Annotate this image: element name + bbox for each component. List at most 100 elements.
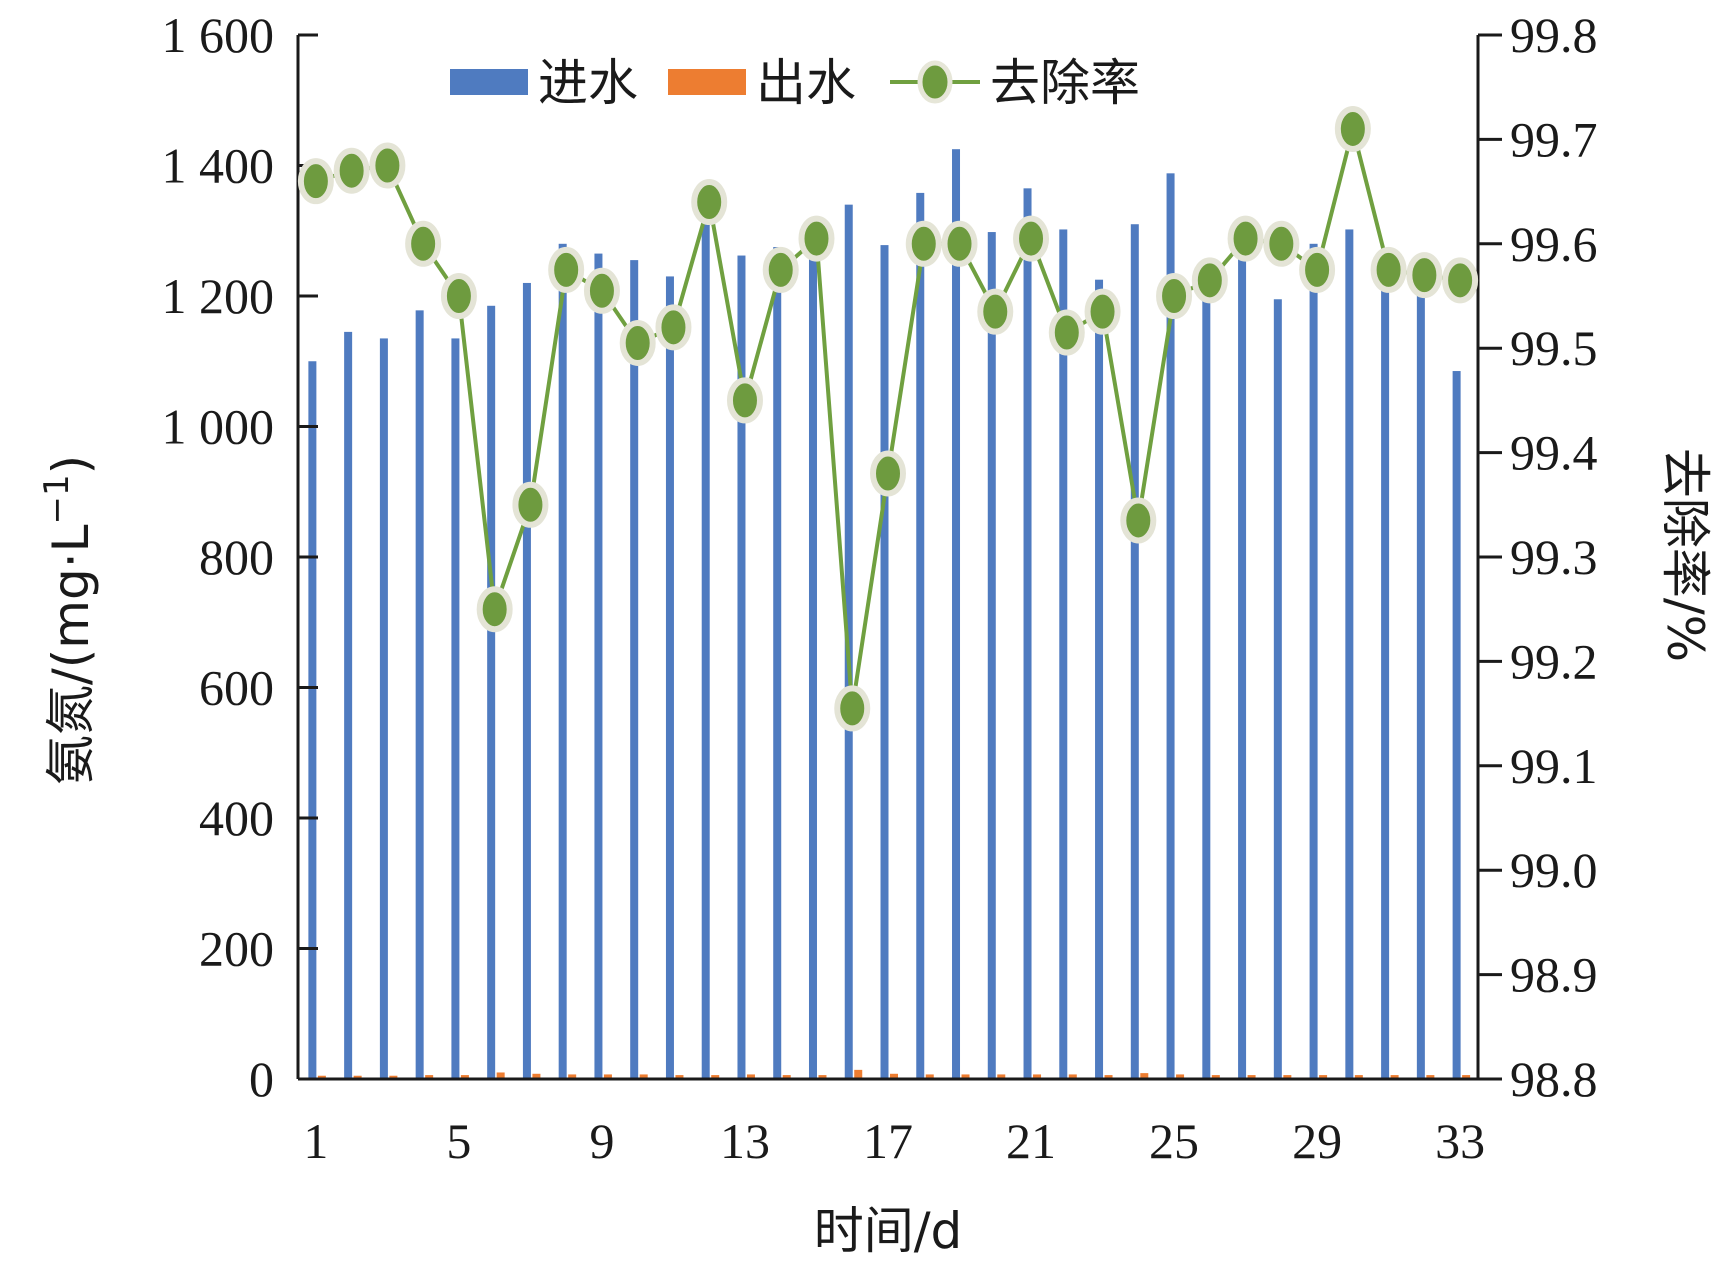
left-axis-title: 氨氮/(mg·L−1) — [37, 455, 100, 785]
x-tick-label: 25 — [1149, 1113, 1199, 1169]
bar-influent-28 — [1273, 299, 1282, 1079]
right-tick-label: 99.2 — [1510, 633, 1598, 689]
x-tick-label: 13 — [720, 1113, 770, 1169]
bar-effluent-31 — [1390, 1075, 1399, 1079]
legend-label-removal: 去除率 — [990, 54, 1140, 112]
left-tick-label: 0 — [249, 1051, 274, 1107]
bar-effluent-8 — [568, 1074, 577, 1079]
x-tick-label: 29 — [1292, 1113, 1342, 1169]
bar-influent-19 — [952, 149, 961, 1079]
right-tick-label: 99.3 — [1510, 529, 1598, 585]
removal-rate-point-10 — [619, 319, 656, 366]
removal-rate-point-8 — [548, 246, 585, 293]
removal-rate-point-30 — [1334, 105, 1371, 152]
right-tick-label: 99.0 — [1510, 842, 1598, 898]
x-tick-label: 21 — [1006, 1113, 1056, 1169]
left-axis-ticks: 0 200 400 600 800 1 000 1 200 1 400 1 600 — [162, 7, 318, 1107]
x-tick-label: 17 — [863, 1113, 913, 1169]
x-axis-ticks: 1 5 9 13 17 21 25 29 33 — [303, 1113, 1485, 1169]
removal-rate-point-9 — [583, 267, 620, 314]
right-tick-label: 98.9 — [1510, 947, 1598, 1003]
legend-label-effluent: 出水 — [756, 54, 856, 112]
legend-marker-removal — [917, 60, 953, 104]
bar-influent-8 — [558, 243, 567, 1080]
bar-effluent-15 — [818, 1075, 827, 1079]
bar-influent-27 — [1238, 251, 1247, 1079]
bar-effluent-17 — [890, 1073, 898, 1079]
left-axis-title-main: 氨氮/(mg·L — [42, 524, 100, 785]
bar-influent-32 — [1416, 269, 1425, 1079]
removal-rate-point-5 — [440, 273, 477, 319]
bar-influent-31 — [1381, 253, 1390, 1079]
bar-effluent-23 — [1104, 1075, 1113, 1079]
removal-rate-point-19 — [941, 220, 978, 267]
bar-influent-23 — [1095, 279, 1104, 1079]
left-tick-label: 800 — [199, 529, 274, 585]
bar-effluent-13 — [746, 1074, 755, 1079]
bar-effluent-18 — [925, 1074, 934, 1079]
bar-influent-2 — [344, 331, 353, 1079]
bar-influent-14 — [773, 247, 782, 1079]
bar-effluent-26 — [1211, 1075, 1220, 1079]
legend: 进水 出水 去除率 — [450, 54, 1140, 112]
removal-rate-point-1 — [297, 158, 334, 205]
left-tick-label: 400 — [199, 790, 274, 846]
right-tick-label: 99.4 — [1510, 425, 1598, 481]
bar-influent-33 — [1452, 371, 1461, 1080]
removal-rate-point-2 — [333, 147, 370, 194]
removal-rate-point-20 — [977, 288, 1014, 335]
bar-influent-10 — [630, 260, 639, 1079]
x-tick-label: 33 — [1435, 1113, 1485, 1169]
right-tick-label: 99.8 — [1510, 7, 1598, 63]
left-tick-label: 1 600 — [162, 7, 275, 63]
bar-effluent-16 — [854, 1069, 863, 1079]
bar-effluent-22 — [1068, 1074, 1077, 1079]
bar-effluent-32 — [1426, 1075, 1435, 1079]
bar-effluent-28 — [1283, 1075, 1292, 1079]
bar-effluent-27 — [1247, 1075, 1256, 1079]
bar-influent-12 — [701, 224, 710, 1080]
bar-influent-7 — [522, 282, 531, 1079]
bar-influent-30 — [1345, 229, 1354, 1079]
bar-influent-20 — [987, 232, 996, 1079]
bar-effluent-14 — [782, 1075, 791, 1079]
left-tick-label: 1 400 — [162, 138, 275, 194]
removal-rate-point-12 — [691, 179, 728, 226]
x-tick-label: 5 — [446, 1113, 471, 1169]
removal-rate-point-31 — [1370, 246, 1407, 293]
removal-rate-point-26 — [1191, 257, 1228, 304]
removal-rate-point-3 — [369, 142, 406, 189]
bar-influent-21 — [1023, 188, 1032, 1079]
legend-swatch-influent — [450, 69, 528, 95]
right-tick-label: 99.7 — [1510, 111, 1598, 167]
bar-influent-26 — [1202, 263, 1211, 1079]
bar-effluent-11 — [675, 1075, 684, 1079]
bar-effluent-30 — [1354, 1075, 1363, 1079]
bar-influent-13 — [737, 255, 746, 1080]
right-tick-label: 99.6 — [1510, 216, 1598, 272]
bar-influent-11 — [665, 276, 674, 1079]
removal-rate-point-21 — [1013, 215, 1050, 262]
x-tick-label: 9 — [589, 1113, 614, 1169]
bar-effluent-7 — [532, 1073, 541, 1079]
removal-rate-point-23 — [1084, 288, 1121, 335]
bar-influent-1 — [308, 361, 317, 1079]
removal-rate-point-33 — [1442, 257, 1479, 304]
left-tick-label: 200 — [199, 921, 274, 977]
x-axis-title: 时间/d — [814, 1202, 963, 1260]
bar-effluent-1 — [317, 1075, 326, 1079]
removal-rate-point-7 — [512, 481, 549, 528]
removal-rate-point-13 — [726, 377, 763, 424]
removal-rate-point-18 — [905, 220, 942, 267]
removal-rate-point-32 — [1406, 252, 1443, 299]
bar-effluent-5 — [460, 1075, 469, 1079]
removal-rate-point-22 — [1048, 309, 1085, 356]
bar-influent-3 — [379, 338, 388, 1080]
bar-effluent-33 — [1462, 1075, 1471, 1079]
removal-rate-line — [297, 105, 1479, 732]
left-axis-title-close: ) — [42, 455, 100, 475]
bar-influent-29 — [1309, 243, 1318, 1080]
bar-effluent-6 — [496, 1072, 505, 1079]
removal-rate-point-4 — [405, 220, 442, 267]
right-tick-label: 99.1 — [1510, 738, 1598, 794]
